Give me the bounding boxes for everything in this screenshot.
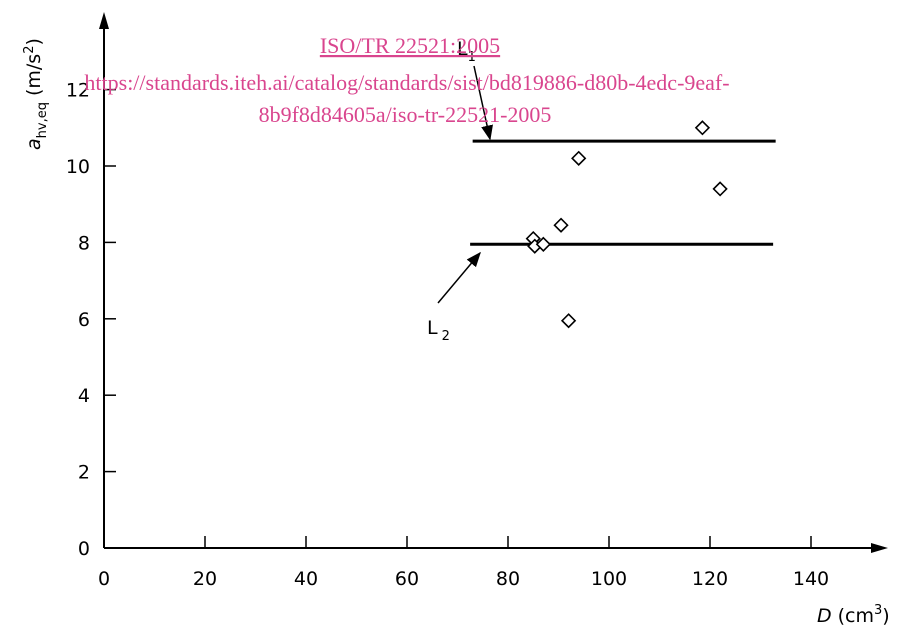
x-tick-label: 40: [294, 568, 318, 590]
y-axis-label-close: ): [23, 38, 45, 45]
l2-label-main: L: [427, 317, 438, 339]
l1-label: L1: [457, 38, 476, 65]
watermark-line-3[interactable]: 8b9f8d84605a/iso-tr-22521-2005: [259, 102, 552, 127]
annotation-l1: L1: [457, 38, 493, 141]
y-tick-label: 4: [78, 385, 90, 407]
x-axis-label-symbol: D: [817, 605, 832, 627]
data-point-diamond: [535, 236, 551, 252]
y-tick-label: 2: [78, 462, 90, 484]
x-tick-label: 0: [98, 568, 110, 590]
data-point-diamond: [694, 120, 711, 136]
y-tick-label: 8: [78, 232, 90, 254]
x-tick-label: 120: [692, 568, 728, 590]
x-tick-label: 140: [793, 568, 829, 590]
y-axis-label: ahv,eq (m/s2): [22, 38, 50, 150]
x-axis-arrow-icon: [871, 543, 888, 553]
y-axis-label-subscript: hv,eq: [35, 102, 50, 138]
x-ticks: 0 20 40 60 80 100 120 140: [98, 536, 829, 590]
x-tick-label: 100: [591, 568, 627, 590]
y-tick-label: 10: [66, 156, 90, 178]
x-tick-label: 20: [193, 568, 217, 590]
watermark-line-2[interactable]: https://standards.iteh.ai/catalog/standa…: [84, 70, 729, 95]
l1-arrow: [473, 65, 493, 141]
y-axis-label-sup: 2: [22, 46, 37, 54]
y-tick-label: 6: [78, 309, 90, 331]
l1-label-main: L: [457, 38, 468, 60]
data-point-diamond: [560, 313, 577, 329]
data-points: [525, 120, 728, 329]
watermark-line-1[interactable]: ISO/TR 22521:2005: [320, 33, 500, 58]
watermark[interactable]: ISO/TR 22521:2005 https://standards.iteh…: [84, 33, 729, 127]
x-tick-label: 80: [496, 568, 520, 590]
axes: [99, 12, 888, 553]
y-ticks: 0 2 4 6 8 10 12: [66, 80, 116, 560]
x-axis-label: D (cm3): [817, 603, 890, 627]
l1-label-sub: 1: [468, 50, 476, 65]
y-tick-label: 0: [78, 538, 90, 560]
l2-label-sub: 2: [442, 329, 450, 344]
y-axis-arrow-icon: [99, 12, 109, 29]
x-axis-label-sup: 3: [874, 603, 882, 618]
y-axis-label-unit: (m/s: [23, 54, 45, 96]
data-point-diamond: [571, 150, 587, 166]
l2-arrow: [437, 251, 481, 304]
x-axis-label-close: ): [882, 605, 889, 627]
y-axis-label-symbol: a: [23, 138, 45, 150]
reference-lines: [470, 139, 776, 246]
data-point-diamond: [553, 217, 569, 233]
x-tick-label: 60: [395, 568, 419, 590]
y-tick-label: 12: [66, 80, 90, 102]
x-axis-label-unit: (cm: [838, 605, 874, 627]
data-point-diamond: [712, 181, 728, 197]
